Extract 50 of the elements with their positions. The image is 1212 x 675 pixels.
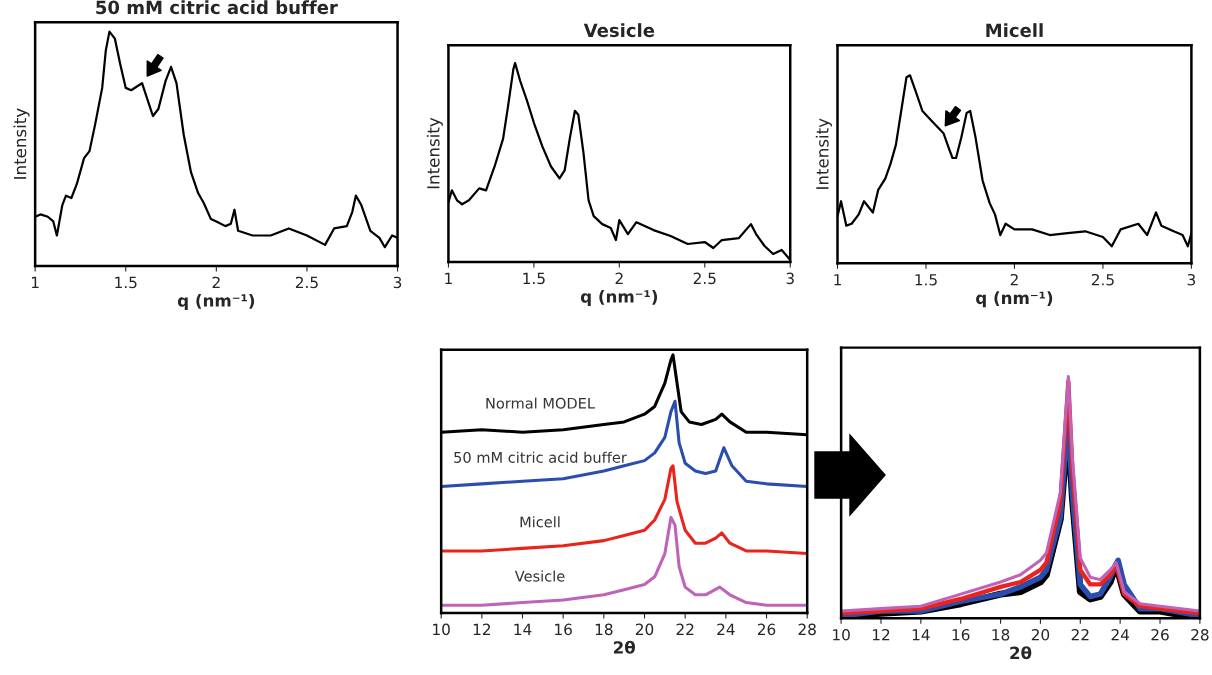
x-tick-label: 2.5 bbox=[1091, 273, 1114, 286]
x-tick-label: 1.5 bbox=[915, 274, 937, 286]
x-axis-title: q (nm⁻¹) bbox=[976, 291, 1053, 308]
x-axis-title: q (nm⁻¹) bbox=[580, 289, 658, 307]
series-label: 50 mM citric acid buffer bbox=[454, 451, 627, 463]
x-tick-label: 16 bbox=[555, 623, 572, 636]
series-label: Micell bbox=[520, 516, 560, 528]
x-tick-label: 12 bbox=[473, 623, 491, 635]
y-axis-title: Intensity bbox=[426, 117, 443, 189]
x-tick-label: 1 bbox=[834, 274, 841, 286]
x-tick-label: 18 bbox=[595, 623, 613, 636]
series-label: Vesicle bbox=[514, 570, 565, 582]
x-tick-label: 3 bbox=[393, 276, 402, 289]
x-tick-label: 10 bbox=[833, 628, 850, 641]
x-tick-label: 1.5 bbox=[115, 276, 137, 289]
x-tick-label: 16 bbox=[952, 628, 970, 641]
series-label: Normal MODEL bbox=[486, 397, 595, 409]
chart-title: Micell bbox=[986, 23, 1043, 38]
chart-title: 50 mM citric acid buffer bbox=[96, 0, 338, 15]
x-tick-label: 2 bbox=[1010, 273, 1018, 286]
x-tick-label: 2.5 bbox=[693, 272, 716, 285]
x-tick-label: 22 bbox=[1071, 628, 1089, 641]
x-tick-label: 26 bbox=[757, 623, 776, 636]
x-tick-label: 28 bbox=[798, 623, 816, 636]
x-tick-label: 14 bbox=[912, 629, 930, 641]
x-tick-label: 2 bbox=[615, 272, 623, 284]
x-axis-title: 2θ bbox=[613, 640, 635, 654]
x-tick-label: 12 bbox=[872, 628, 890, 641]
x-tick-label: 24 bbox=[1111, 628, 1130, 641]
x-tick-label: 2 bbox=[212, 276, 220, 288]
y-axis-title: Intensity bbox=[13, 108, 30, 179]
x-tick-label: 20 bbox=[1031, 628, 1050, 641]
x-tick-label: 14 bbox=[514, 623, 532, 635]
y-axis-title: Intensity bbox=[815, 118, 832, 189]
x-tick-label: 10 bbox=[433, 623, 450, 636]
x-tick-label: 22 bbox=[676, 623, 694, 635]
x-tick-label: 3 bbox=[786, 272, 794, 285]
x-tick-label: 20 bbox=[635, 623, 654, 636]
x-axis-title: 2θ bbox=[1010, 646, 1032, 660]
x-tick-label: 1 bbox=[445, 272, 452, 284]
x-tick-label: 28 bbox=[1191, 628, 1209, 641]
x-tick-label: 2.5 bbox=[295, 276, 318, 289]
x-tick-label: 1 bbox=[31, 276, 39, 288]
x-tick-label: 26 bbox=[1151, 628, 1169, 641]
x-tick-label: 1.5 bbox=[523, 272, 545, 285]
x-tick-label: 24 bbox=[717, 623, 735, 635]
chart-title: Vesicle bbox=[583, 23, 655, 38]
x-tick-label: 3 bbox=[1187, 273, 1196, 286]
x-axis-title: q (nm⁻¹) bbox=[177, 293, 255, 311]
x-tick-label: 18 bbox=[992, 628, 1010, 641]
